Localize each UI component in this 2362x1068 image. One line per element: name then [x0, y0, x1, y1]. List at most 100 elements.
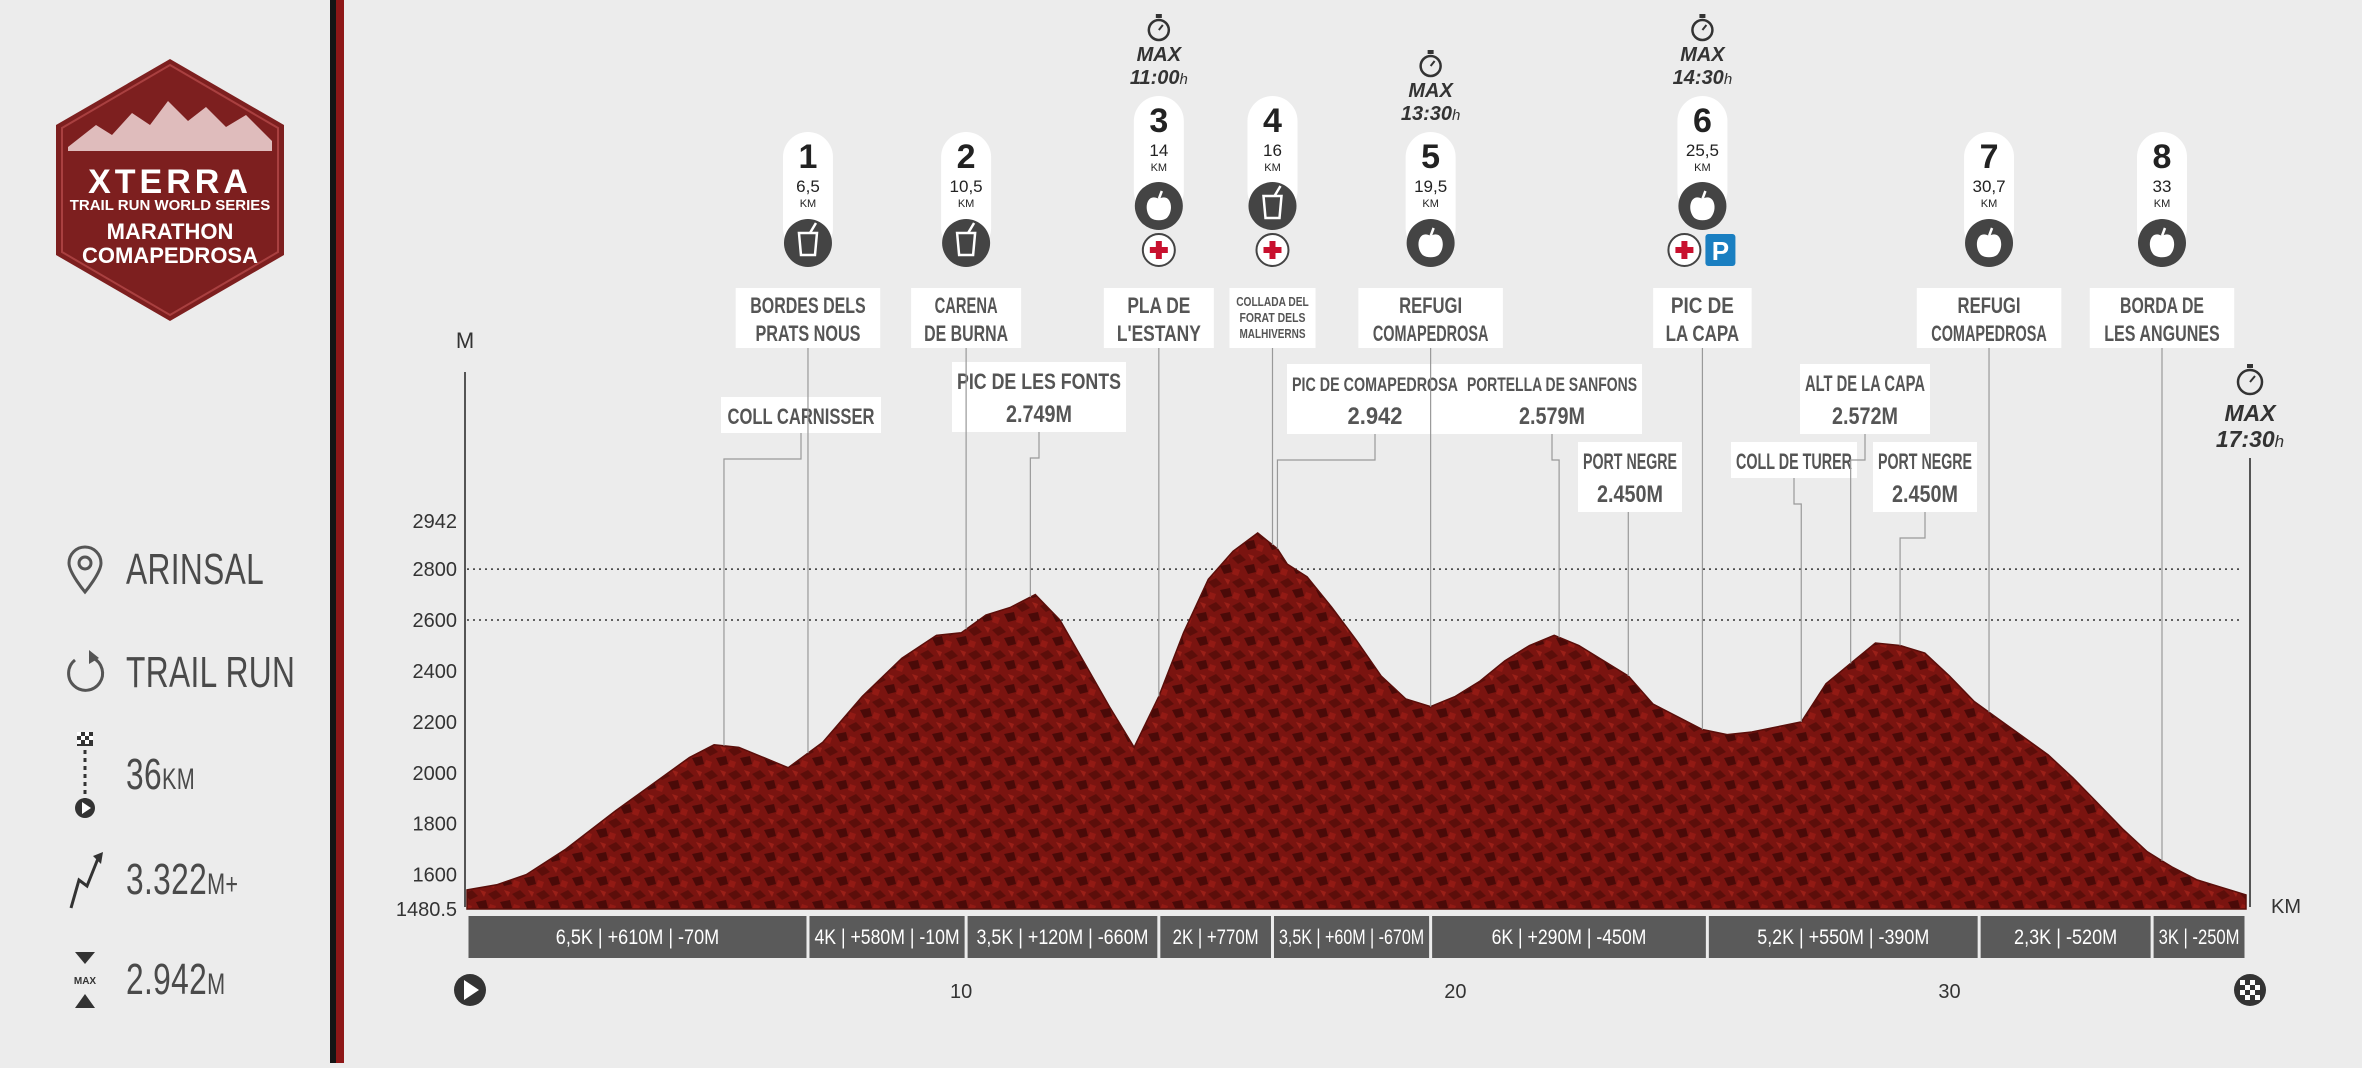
y-tick-label: 2800	[413, 559, 458, 581]
peak-leader-line	[1276, 434, 1376, 549]
cutoff-time-suffix: h	[1452, 107, 1460, 124]
segment-stat: 3,5K | +60M | -670M	[1273, 916, 1430, 958]
apple-shape	[1418, 234, 1443, 258]
finish-flag-square	[2245, 985, 2250, 990]
first-aid-cross-v	[1681, 241, 1688, 259]
elevation-gain-unit: M+	[207, 868, 239, 901]
segment-text: 2,3K | -520M	[2014, 926, 2117, 949]
checkpoint-number: 5	[1421, 138, 1440, 176]
segment-bar	[809, 916, 965, 958]
peak-label: COLL CARNISSER	[721, 397, 881, 746]
checkpoint-name-line: LA CAPA	[1666, 321, 1740, 346]
checkpoint-service-circle	[1248, 182, 1297, 230]
y-tick-label: 2000	[413, 763, 458, 785]
segment-bar	[1432, 916, 1706, 958]
cutoff-time: 11:00h	[1130, 67, 1188, 89]
checkpoint-7: 730,7 KM REFUGI COMAPEDROSA	[1916, 132, 2062, 713]
max-altitude-icon: MAX	[60, 950, 110, 1010]
checkpoint-km-unit: KM	[1694, 162, 1711, 174]
checkpoint-km-unit: KM	[800, 198, 817, 210]
sidebar: XTERRA TRAIL RUN WORLD SERIES MARATHON C…	[0, 0, 330, 1063]
checkpoint-service-circle	[942, 219, 991, 267]
checkpoint-km-unit: KM	[1264, 162, 1281, 174]
peak-label: PIC DE LES FONTS 2.749M	[952, 362, 1126, 598]
peak-name: PORTELLA DE SANFONS	[1467, 375, 1637, 396]
peak-leader-line	[1551, 434, 1560, 638]
checkpoint-km: 19,5	[1414, 177, 1447, 196]
checkpoint-name-box	[1103, 288, 1214, 348]
stat-type: TRAIL RUN	[60, 638, 361, 708]
apple-icon	[1976, 227, 2002, 258]
peak-name: COLL DE TURER	[1736, 449, 1852, 474]
checkpoint-name-line: COLLADA DEL	[1236, 294, 1309, 309]
peak-altitude: 2.942	[1348, 403, 1403, 430]
peak-name: PORT NEGRE	[1583, 449, 1677, 474]
peak-altitude: 2.572M	[1832, 403, 1898, 430]
x-tick-label: 30	[1938, 981, 1960, 1003]
checkpoint-number: 8	[2153, 138, 2172, 176]
checkpoint-name-line: PRATS NOUS	[755, 321, 860, 346]
y-tick-label: 1800	[413, 814, 458, 836]
peak-altitude: 2.749M	[1006, 401, 1072, 428]
location-pin-icon	[60, 540, 110, 600]
max-altitude-value: 2.942	[126, 955, 208, 1004]
segment-stat: 6,5K | +610M | -70M	[468, 916, 807, 958]
peak-label: PORTELLA DE SANFONS 2.579M	[1462, 364, 1642, 638]
max-altitude-unit: M	[207, 968, 226, 1001]
checkpoint-number: 1	[799, 138, 818, 176]
checkpoint-km-unit: KM	[1151, 162, 1168, 174]
stopwatch-button	[1699, 14, 1706, 18]
apple-shape	[1146, 197, 1171, 221]
finish-cutoff-time: 17:30h	[2216, 426, 2284, 452]
segment-text: 3,5K | +60M | -670M	[1279, 926, 1424, 949]
checkpoint-name-line: COMAPEDROSA	[1373, 321, 1489, 346]
stat-distance: 36KM	[60, 730, 222, 820]
segment-stat: 2,3K | -520M	[1980, 916, 2151, 958]
cutoff-time-value: 14:30	[1673, 67, 1724, 89]
apple-icon	[1418, 227, 1443, 258]
checkpoint-name-line: PLA DE	[1127, 293, 1190, 318]
stat-max-altitude: MAX 2.942M	[60, 945, 264, 1015]
apple-stem	[2160, 227, 2167, 237]
apple-shape	[2149, 234, 2175, 258]
checkpoint-name-box	[2089, 288, 2235, 348]
checkpoint-km: 6,5	[796, 177, 820, 196]
checkpoint-name-box	[1229, 288, 1316, 348]
divider-red	[336, 0, 344, 1063]
peak-label-box	[1462, 364, 1642, 434]
x-tick-label: 20	[1444, 981, 1466, 1003]
checkpoint-service-circle	[783, 219, 832, 267]
segment-bar	[2153, 916, 2245, 958]
xterra-logo	[56, 59, 284, 321]
cutoff-time: 13:30h	[1401, 103, 1461, 125]
x-tick-label: 10	[950, 981, 972, 1003]
stopwatch-hand	[1158, 24, 1164, 31]
parking-letter: P	[1712, 236, 1729, 266]
finish-cutoff-label: MAX	[2224, 400, 2277, 426]
elevation-profile: M KM 1480.5 1600 1800 2000 2200 2400 2600 2800 294…	[344, 0, 2362, 1063]
checkpoint-name-line: REFUGI	[1399, 293, 1462, 318]
divider-black	[330, 0, 336, 1063]
checkpoint-name-box	[1358, 288, 1503, 348]
y-axis-label: M	[456, 328, 474, 353]
drink-icon	[797, 222, 819, 257]
distance-unit: KM	[161, 763, 196, 796]
checkpoint-8: 833 KM BORDA DE LES ANGUNES	[2089, 132, 2235, 861]
peak-label: ALT DE LA CAPA 2.572M	[1800, 364, 1930, 664]
checkpoint-name-line: REFUGI	[1958, 293, 2021, 318]
segment-stat: 3,5K | +120M | -660M	[967, 916, 1158, 958]
checkpoint-km-unit: KM	[1981, 198, 1998, 210]
segment-stat: 5,2K | +550M | -390M	[1708, 916, 1978, 958]
peak-altitude: 2.450M	[1597, 481, 1663, 508]
peak-label-box	[721, 397, 881, 433]
checkpoint-km-unit: KM	[958, 198, 975, 210]
finish-flag-icon	[2234, 974, 2266, 1006]
stopwatch-hand	[1701, 24, 1708, 31]
checkpoint-km: 16	[1263, 141, 1282, 160]
y-tick-label: 2400	[413, 661, 458, 683]
checkpoint-number: 2	[957, 138, 976, 176]
location-value: ARINSAL	[126, 545, 265, 594]
finish-flag-square	[2255, 985, 2260, 990]
elevation-chart: M KM 1480.5 1600 1800 2000 2200 2400 2600 2800 294…	[396, 14, 2301, 1006]
